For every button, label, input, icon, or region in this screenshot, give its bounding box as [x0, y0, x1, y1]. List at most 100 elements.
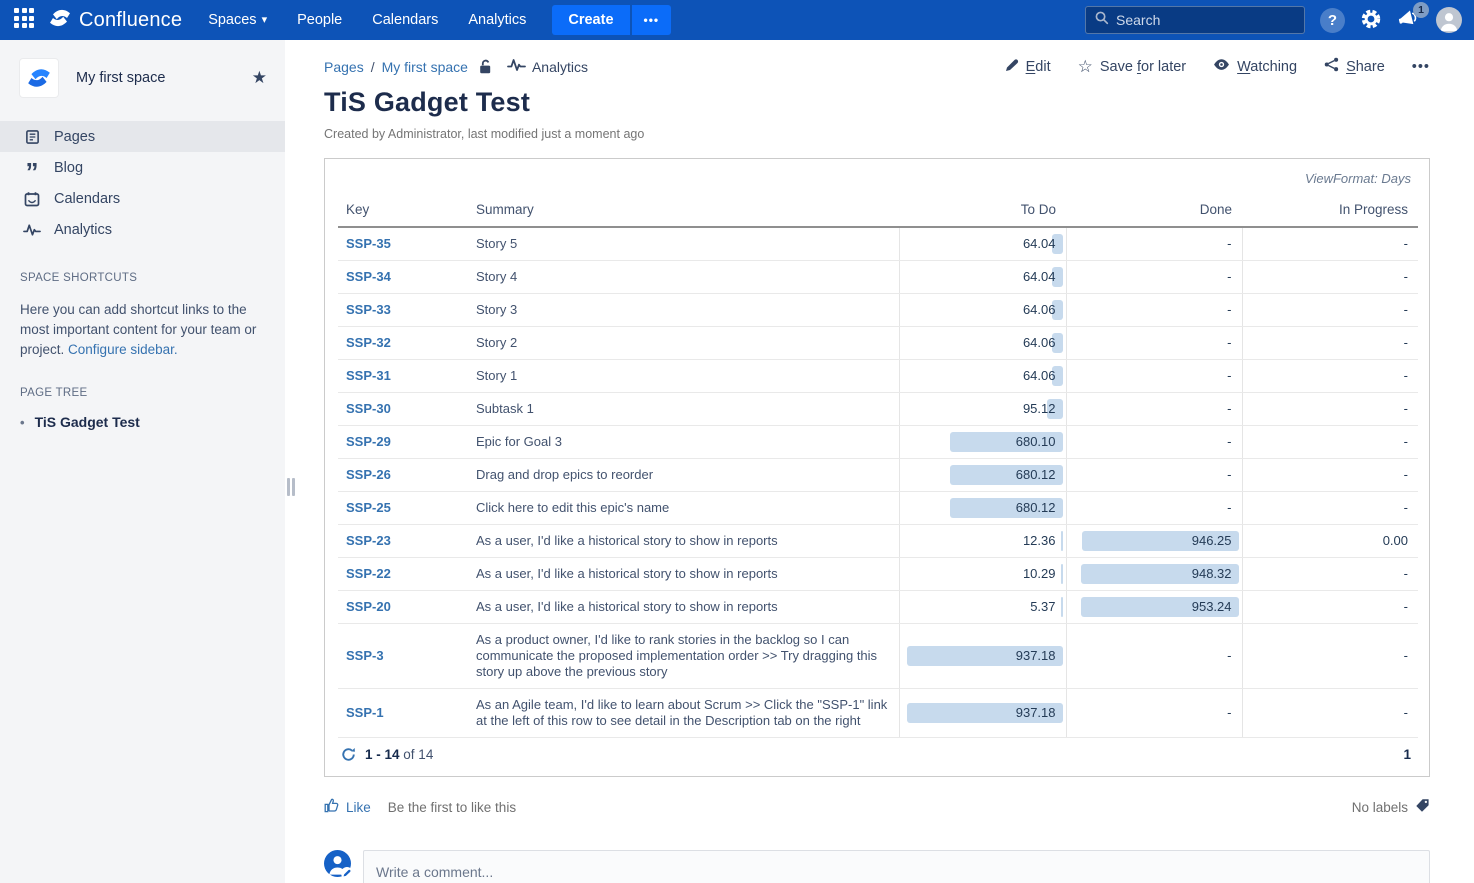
todo-cell: 95.12 — [898, 392, 1066, 426]
issue-key-link[interactable]: SSP-1 — [338, 688, 468, 738]
done-cell: - — [1065, 458, 1242, 492]
nav-item-spaces[interactable]: Spaces ▾ — [208, 12, 268, 28]
calendar-icon — [23, 191, 41, 207]
sidebar-resize-gutter[interactable] — [285, 40, 296, 883]
issue-summary: As a user, I'd like a historical story t… — [468, 590, 899, 624]
done-cell: - — [1065, 623, 1242, 689]
duration-bar — [1051, 234, 1063, 254]
comment-input[interactable] — [363, 850, 1430, 883]
in-progress-cell: - — [1241, 425, 1418, 459]
labels-text[interactable]: No labels — [1351, 799, 1408, 815]
refresh-icon[interactable] — [341, 747, 356, 762]
sidebar-item-label: Analytics — [54, 221, 113, 238]
label-tag-icon[interactable] — [1415, 798, 1430, 816]
table-row: SSP-1 As an Agile team, I'd like to learn… — [338, 688, 1418, 738]
table-row: SSP-34 Story 4 64.04- - — [338, 260, 1418, 294]
sidebar-item-calendars[interactable]: Calendars — [9, 183, 276, 214]
unlocked-padlock-icon[interactable] — [478, 59, 493, 74]
space-name[interactable]: My first space — [76, 70, 166, 86]
breadcrumb-link-my-first-space[interactable]: My first space — [381, 58, 468, 75]
nav-item-people[interactable]: People — [297, 12, 343, 28]
create-more-button[interactable]: ••• — [631, 5, 672, 35]
sidebar-item-pages[interactable]: Pages — [0, 121, 285, 152]
sidebar-item-blog[interactable]: ” Blog — [9, 152, 276, 185]
table-row: SSP-29 Epic for Goal 3 680.10- - — [338, 425, 1418, 459]
time-in-status-gadget: ViewFormat: Days Key Summary To Do Done In P… — [324, 158, 1430, 777]
nav-item-analytics[interactable]: Analytics — [468, 12, 527, 28]
sidebar-item-label: Blog — [54, 159, 84, 176]
issue-key-link[interactable]: SSP-33 — [338, 293, 468, 327]
table-row: SSP-3 As a product owner, I'd like to ran… — [338, 623, 1418, 689]
space-logo-icon[interactable] — [20, 59, 58, 97]
issue-key-link[interactable]: SSP-31 — [338, 359, 468, 393]
issue-summary: Story 4 — [468, 260, 899, 294]
page-content: Pages / My first space Analytics Edit ☆ Save… — [296, 40, 1474, 883]
watching-button[interactable]: Watching — [1213, 58, 1297, 75]
sidebar-resize-handle-icon[interactable] — [287, 478, 295, 496]
app-name: Confluence — [79, 8, 183, 31]
todo-cell: 680.12 — [898, 491, 1066, 525]
breadcrumb-link-pages[interactable]: Pages — [324, 58, 364, 75]
issue-key-link[interactable]: SSP-26 — [338, 458, 468, 492]
save-for-later-button[interactable]: ☆ Save for later — [1077, 56, 1187, 76]
search-icon — [1094, 10, 1109, 30]
issue-summary: Story 1 — [468, 359, 899, 393]
issue-summary: As an Agile team, I'd like to learn abou… — [468, 688, 899, 738]
in-progress-cell: - — [1241, 326, 1418, 360]
breadcrumb-analytics-button[interactable]: Analytics — [507, 58, 588, 75]
sidebar-item-analytics[interactable]: Analytics — [9, 214, 276, 245]
issue-key-link[interactable]: SSP-22 — [338, 557, 468, 591]
in-progress-cell: - — [1241, 688, 1418, 738]
time-in-status-table: Key Summary To Do Done In Progress SSP-35 Sto… — [338, 196, 1418, 738]
share-button[interactable]: Share — [1324, 57, 1385, 76]
issue-key-link[interactable]: SSP-34 — [338, 260, 468, 294]
thumbs-up-icon — [324, 798, 340, 816]
bullet-icon: • — [20, 414, 25, 430]
edit-button[interactable]: Edit — [1005, 58, 1051, 76]
duration-bar — [1080, 597, 1239, 617]
duration-bar — [1051, 267, 1063, 287]
confluence-logo[interactable]: Confluence — [48, 6, 182, 35]
like-button[interactable]: Like — [324, 798, 371, 816]
done-cell: - — [1065, 359, 1242, 393]
page-tree-item-tis-gadget-test[interactable]: • TiS Gadget Test — [20, 414, 140, 430]
issue-key-link[interactable]: SSP-30 — [338, 392, 468, 426]
current-page-number[interactable]: 1 — [1403, 747, 1411, 762]
issue-key-link[interactable]: SSP-23 — [338, 524, 468, 558]
search-input[interactable] — [1116, 12, 1296, 28]
duration-bar — [1051, 300, 1063, 320]
duration-bar — [1060, 531, 1063, 551]
done-cell: - — [1065, 326, 1242, 360]
issue-key-link[interactable]: SSP-29 — [338, 425, 468, 459]
table-row: SSP-26 Drag and drop epics to reorder 680.… — [338, 458, 1418, 492]
issue-key-link[interactable]: SSP-25 — [338, 491, 468, 525]
space-shortcuts-heading: SPACE SHORTCUTS — [20, 272, 138, 284]
global-search[interactable] — [1085, 6, 1305, 34]
column-header-to-do: To Do — [899, 196, 1066, 228]
announcements-button[interactable]: 1 — [1397, 1, 1429, 33]
app-switcher-icon[interactable] — [14, 8, 38, 32]
issue-key-link[interactable]: SSP-32 — [338, 326, 468, 360]
help-button[interactable]: ? — [1320, 7, 1345, 33]
todo-cell: 64.04 — [898, 227, 1066, 261]
nav-item-calendars[interactable]: Calendars — [372, 12, 439, 28]
issue-key-link[interactable]: SSP-20 — [338, 590, 468, 624]
gear-icon — [1360, 8, 1382, 33]
notification-badge: 1 — [1413, 1, 1429, 18]
page-tree: • TiS Gadget Test — [20, 414, 265, 430]
done-cell: - — [1065, 227, 1242, 261]
issue-key-link[interactable]: SSP-35 — [338, 227, 468, 261]
todo-cell: 680.12 — [898, 458, 1066, 492]
more-actions-button[interactable]: ••• — [1411, 58, 1430, 75]
user-avatar-button[interactable] — [1436, 7, 1462, 33]
settings-button[interactable] — [1360, 8, 1382, 33]
configure-sidebar-link[interactable]: Configure sidebar. — [68, 342, 178, 357]
in-progress-cell: - — [1241, 590, 1418, 624]
analytics-icon — [23, 223, 41, 237]
favourite-star-icon[interactable]: ★ — [251, 68, 267, 87]
create-button[interactable]: Create — [552, 5, 630, 35]
issue-key-link[interactable]: SSP-3 — [338, 623, 468, 689]
duration-bar — [1081, 564, 1239, 584]
table-row: SSP-30 Subtask 1 95.12- - — [338, 392, 1418, 426]
issue-summary: Drag and drop epics to reorder — [468, 458, 899, 492]
